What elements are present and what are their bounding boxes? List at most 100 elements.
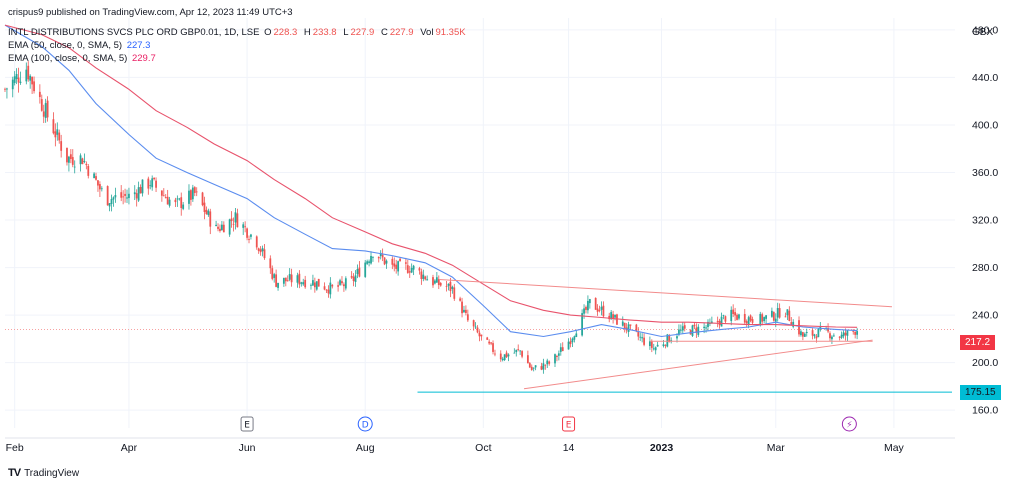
y-tick-label: 240.0 [972,310,998,322]
candle-up [501,358,504,361]
currency-label[interactable]: GBX [972,27,994,38]
candle-down [716,320,719,323]
candle-down [472,320,475,327]
candle-up [515,349,518,353]
candle-down [466,314,469,321]
candle-up [559,347,562,352]
candle-down [230,218,233,222]
candle-down [556,355,558,357]
candle-down [784,316,787,318]
candle-up [215,224,217,227]
candle-down [399,258,401,262]
candle-up [296,275,299,283]
candle-up [840,334,843,338]
candle-down [449,281,452,292]
price-axis[interactable]: 480.0 440.0 400.0 360.0 320.0 280.0 240.0 200.0… [972,24,998,416]
candle-up [329,282,332,295]
candle-up [128,193,130,199]
candle-down [635,324,638,331]
ema50-legend[interactable]: EMA (50, close, 0, SMA, 5) 227.3 [8,40,152,51]
candle-up [697,326,700,335]
candle-up [583,308,585,314]
candle-down [790,322,793,326]
candle-down [248,239,250,240]
candle-up [800,331,802,336]
symbol-name: INTL DISTRIBUTIONS SVCS PLC ORD GBP0.01,… [8,27,260,38]
candle-down [602,305,605,317]
candle-up [678,329,680,335]
candle-down [236,213,239,228]
x-tick-label: Mar [767,442,786,454]
candle-down [852,331,855,332]
candle-up [234,212,237,223]
candle-down [4,88,6,90]
candle-down [629,324,632,326]
candle-down [350,275,353,278]
candle-down [120,192,123,198]
candle-down [42,111,45,117]
candle-up [447,283,450,286]
candle-down [139,186,142,194]
candle-up [133,192,136,195]
candle-up [639,336,642,338]
candle-up [315,281,318,290]
candle-down [569,341,572,345]
candle-down [408,271,411,273]
ema50-label: EMA (50, close, 0, SMA, 5) [8,40,123,51]
candle-up [451,286,454,290]
ema100-value: 229.7 [131,53,156,64]
ema100-legend[interactable]: EMA (100, close, 0, SMA, 5) 229.7 [8,53,158,64]
candle-down [623,322,626,329]
candle-down [530,366,533,370]
candle-up [627,324,630,333]
candle-down [420,271,423,280]
candle-up [662,344,665,347]
candle-up [705,327,707,329]
time-axis[interactable]: Feb Apr Jun Aug Oct 14 2023 Mar May [5,437,955,454]
candle-down [290,274,293,283]
candle-down [341,281,343,284]
candle-down [490,342,492,344]
candle-down [801,332,804,337]
candle-up [426,279,429,281]
symbol-legend[interactable]: INTL DISTRIBUTIONS SVCS PLC ORD GBP0.01,… [8,27,470,38]
ohlc-volume: Vol 91.35K [420,27,466,38]
event-markers[interactable]: E D E ⚡ [240,416,857,432]
candle-down [772,312,775,321]
candle-down [263,249,266,259]
candle-up [707,321,709,327]
ema-lines [4,24,858,338]
x-tick-label: Apr [121,442,138,454]
candle-down [31,77,34,85]
candle-up [207,210,210,216]
candle-down [743,313,746,323]
candle-up [474,326,477,328]
candle-up [588,299,591,304]
candle-up [600,306,603,310]
candle-up [339,280,341,285]
candle-down [643,337,645,345]
candle-down [71,157,74,165]
candle-up [178,198,181,200]
candle-up [13,76,16,83]
candle-down [724,316,727,322]
x-tick-label: Feb [6,442,24,454]
candle-up [56,129,59,135]
candle-down [298,273,301,285]
candle-down [286,280,289,282]
candle-down [596,308,599,312]
candle-down [598,310,601,311]
trendline-descending-resistance [438,278,892,308]
candle-down [275,274,278,287]
candle-down [153,177,156,180]
chart-grid [5,18,955,428]
candle-up [25,69,28,82]
candle-up [831,336,833,340]
candle-down [135,193,138,199]
candle-down [66,147,68,163]
candle-up [532,367,535,369]
candle-up [581,313,584,336]
candle-up [786,309,789,316]
footer-branding[interactable]: TV TradingView [8,467,79,479]
